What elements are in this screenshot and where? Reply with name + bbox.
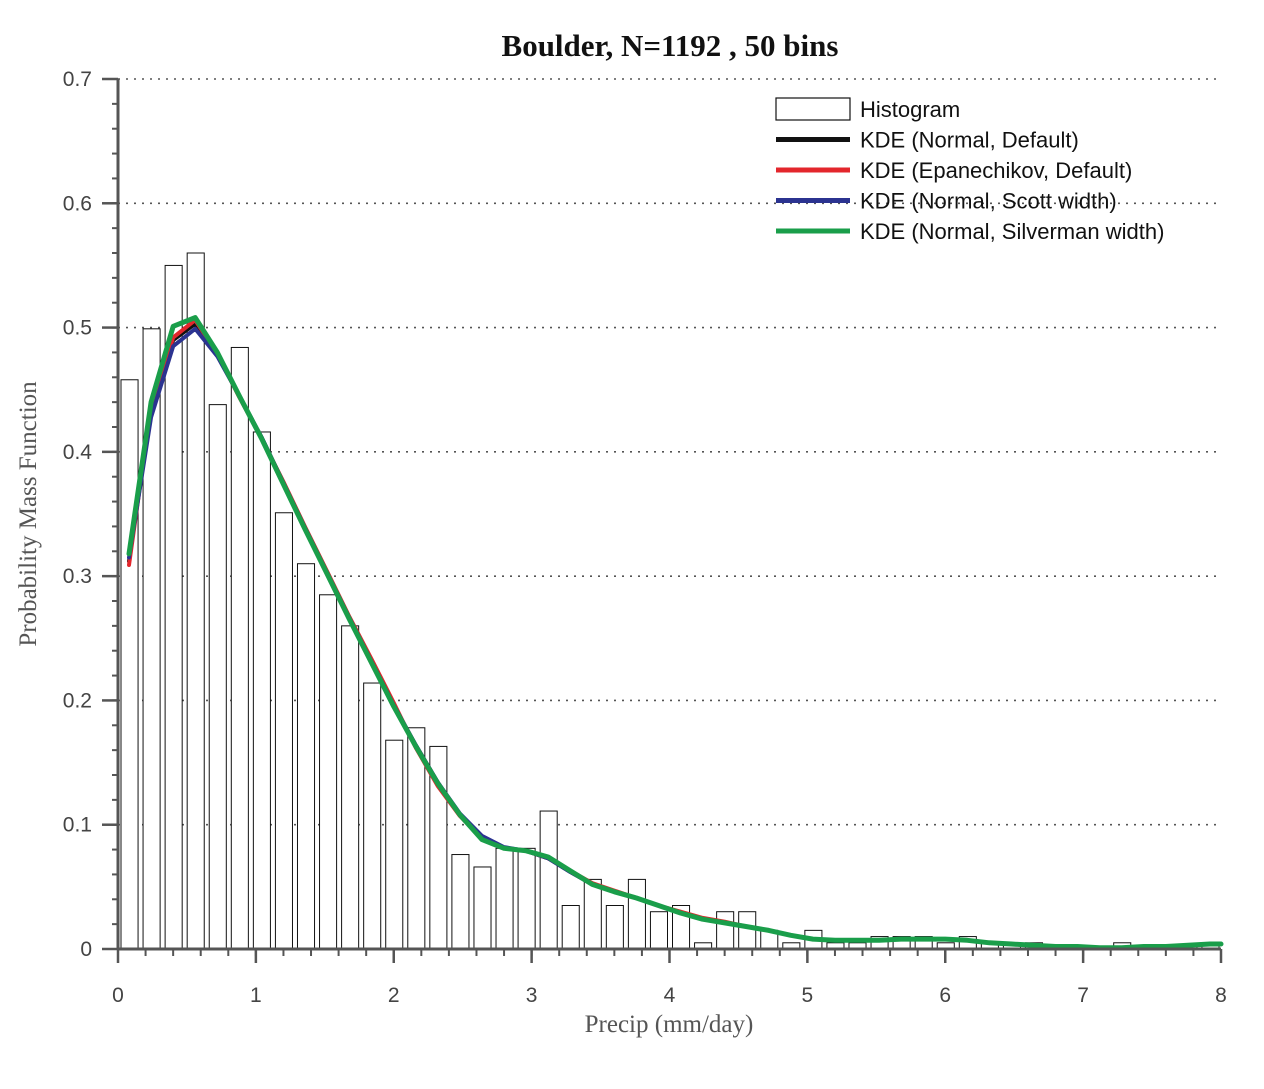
- histogram-bar: [716, 911, 735, 950]
- y-tick-label: 0: [80, 938, 92, 961]
- histogram-bar: [517, 847, 536, 950]
- x-tick-label: 8: [1215, 984, 1227, 1007]
- histogram-bar: [495, 847, 514, 950]
- kde-line-4: [126, 315, 1224, 951]
- y-tick-label: 0.2: [63, 689, 92, 712]
- y-tick-label: 0.3: [63, 565, 92, 588]
- histogram-bar: [451, 854, 470, 950]
- histogram-bar: [627, 878, 646, 950]
- x-tick-label: 7: [1077, 984, 1089, 1007]
- y-tick-label: 0.6: [63, 192, 92, 215]
- x-tick-label: 1: [250, 984, 262, 1007]
- histogram-bars: [120, 252, 1220, 950]
- y-tick-label: 0.5: [63, 317, 92, 340]
- histogram-bar: [539, 810, 558, 950]
- histogram-bar: [605, 905, 624, 950]
- histogram-bar: [274, 512, 293, 950]
- histogram-bar: [296, 563, 316, 950]
- histogram-bar: [252, 431, 271, 950]
- kde-lines: [126, 315, 1224, 951]
- x-tick-label: 3: [526, 984, 538, 1007]
- x-tick-label: 0: [112, 984, 124, 1007]
- x-tick-label: 6: [939, 984, 951, 1007]
- x-tick-label: 5: [802, 984, 814, 1007]
- legend-label-1: KDE (Normal, Default): [860, 128, 1079, 153]
- y-axis-label: Probability Mass Function: [15, 381, 42, 647]
- tick-labels: 0 0.1 0.2 0.3 0.4 0.5 0.6 0.7 0 1 2 3 4 5 6 7 8: [63, 68, 1227, 1007]
- y-tick-label: 0.4: [63, 441, 93, 464]
- x-tick-label: 4: [664, 984, 676, 1007]
- histogram-bar: [363, 682, 382, 950]
- histogram-bar: [473, 866, 492, 950]
- histogram-bar: [738, 911, 757, 950]
- histogram-bar: [341, 625, 360, 950]
- y-tick-label: 0.7: [63, 68, 92, 91]
- histogram-bar: [120, 379, 139, 950]
- x-tick-label: 2: [388, 984, 400, 1007]
- histogram-bar: [208, 404, 227, 950]
- histogram-bar: [230, 346, 249, 950]
- histogram-bar: [186, 252, 205, 950]
- histogram-bar: [649, 911, 669, 950]
- legend-label-4: KDE (Normal, Silverman width): [860, 219, 1164, 244]
- axes: [102, 77, 1223, 963]
- chart-title: Boulder, N=1192 , 50 bins: [502, 28, 839, 63]
- histogram-bar: [561, 905, 580, 950]
- legend: Histogram KDE (Normal, Default) KDE (Epane…: [775, 97, 1164, 244]
- legend-swatch-histogram: [775, 97, 851, 121]
- histogram-bar: [385, 739, 404, 950]
- legend-label-2: KDE (Epanechikov, Default): [860, 158, 1132, 183]
- legend-label-histogram: Histogram: [860, 97, 960, 122]
- histogram-bar: [583, 878, 602, 950]
- histogram-bar: [319, 594, 338, 950]
- y-tick-label: 0.1: [63, 814, 92, 837]
- legend-label-3: KDE (Normal, Scott width): [860, 189, 1117, 214]
- x-axis-label: Precip (mm/day): [585, 1011, 754, 1038]
